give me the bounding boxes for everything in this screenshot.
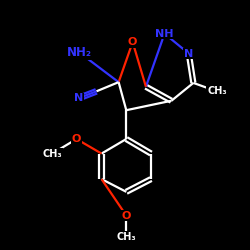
Text: CH₃: CH₃ xyxy=(116,232,136,242)
Text: O: O xyxy=(128,37,137,47)
Text: CH₃: CH₃ xyxy=(207,86,227,96)
Text: N: N xyxy=(184,48,194,58)
Text: N: N xyxy=(74,93,83,103)
Text: O: O xyxy=(122,210,131,220)
Text: CH₃: CH₃ xyxy=(42,148,62,158)
Text: O: O xyxy=(72,134,81,144)
Text: NH: NH xyxy=(155,29,174,39)
Text: NH₂: NH₂ xyxy=(66,46,92,59)
